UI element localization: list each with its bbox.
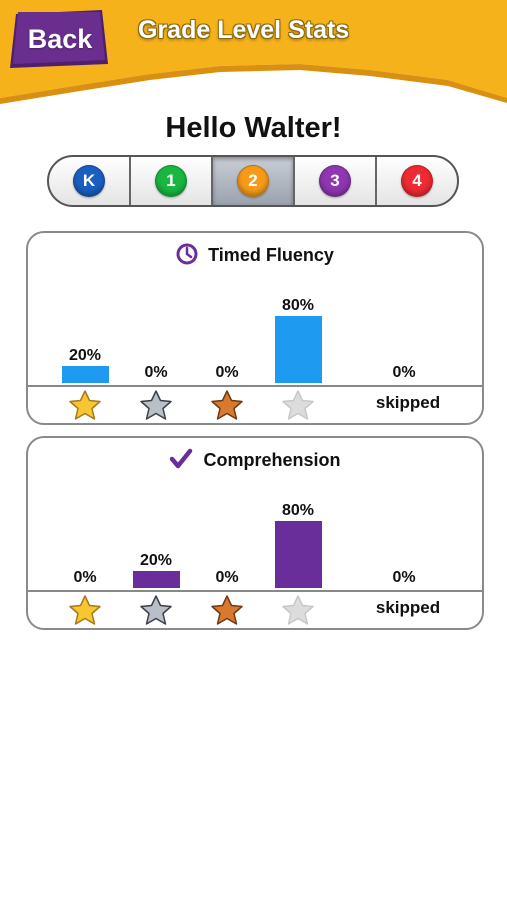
chart-bar <box>133 571 180 588</box>
grade-tab-2[interactable]: 2 <box>213 157 295 205</box>
gold-star-icon <box>68 594 102 626</box>
chart-bar <box>62 366 109 383</box>
header-background <box>0 0 507 104</box>
percent-label: 80% <box>281 297 315 314</box>
gray-star-icon <box>281 594 315 626</box>
grade-badge-k: K <box>73 165 105 197</box>
grade-badge-1: 1 <box>155 165 187 197</box>
comprehension-title: Comprehension <box>203 450 341 470</box>
grade-tab-1[interactable]: 1 <box>131 157 213 205</box>
bronze-star-icon <box>210 594 244 626</box>
grade-selector: K 1 2 3 4 <box>47 155 459 207</box>
percent-label: 0% <box>215 569 239 586</box>
chart-baseline <box>28 385 482 387</box>
grade-tab-3[interactable]: 3 <box>295 157 377 205</box>
silver-star-icon <box>139 594 173 626</box>
grade-tab-k[interactable]: K <box>49 157 131 205</box>
header-banner: Back Grade Level Stats <box>0 0 507 110</box>
comprehension-panel: Comprehension 0% 20% 0% 80% 0% skipped <box>26 436 484 630</box>
grade-tab-4[interactable]: 4 <box>377 157 457 205</box>
gray-star-icon <box>281 389 315 421</box>
greeting-text: Hello Walter! <box>165 112 342 144</box>
silver-star-icon <box>139 389 173 421</box>
percent-label: 20% <box>68 347 102 365</box>
percent-label: 20% <box>139 552 173 570</box>
chart-bar <box>275 521 322 588</box>
percent-label: 0% <box>144 364 168 381</box>
percent-label: 80% <box>281 502 315 519</box>
chart-bar <box>275 316 322 383</box>
gold-star-icon <box>68 389 102 421</box>
percent-label: 0% <box>392 364 416 381</box>
page-title: Grade Level Stats <box>138 16 350 44</box>
back-button[interactable]: Back <box>10 10 110 68</box>
skipped-label: skipped <box>375 393 441 412</box>
percent-label: 0% <box>392 569 416 586</box>
bronze-star-icon <box>210 389 244 421</box>
panel-title: Comprehension <box>28 448 482 475</box>
back-button-label: Back <box>27 24 93 54</box>
timed-fluency-title: Timed Fluency <box>208 245 334 265</box>
percent-label: 0% <box>215 364 239 381</box>
checkmark-icon <box>169 448 193 475</box>
timed-fluency-panel: Timed Fluency 20% 0% 0% 80% 0% skipped <box>26 231 484 425</box>
percent-label: 0% <box>73 569 97 586</box>
grade-badge-4: 4 <box>401 165 433 197</box>
grade-badge-2: 2 <box>237 165 269 197</box>
grade-badge-3: 3 <box>319 165 351 197</box>
panel-title: Timed Fluency <box>28 243 482 270</box>
skipped-label: skipped <box>375 598 441 617</box>
chart-baseline <box>28 590 482 592</box>
clock-icon <box>176 243 198 270</box>
